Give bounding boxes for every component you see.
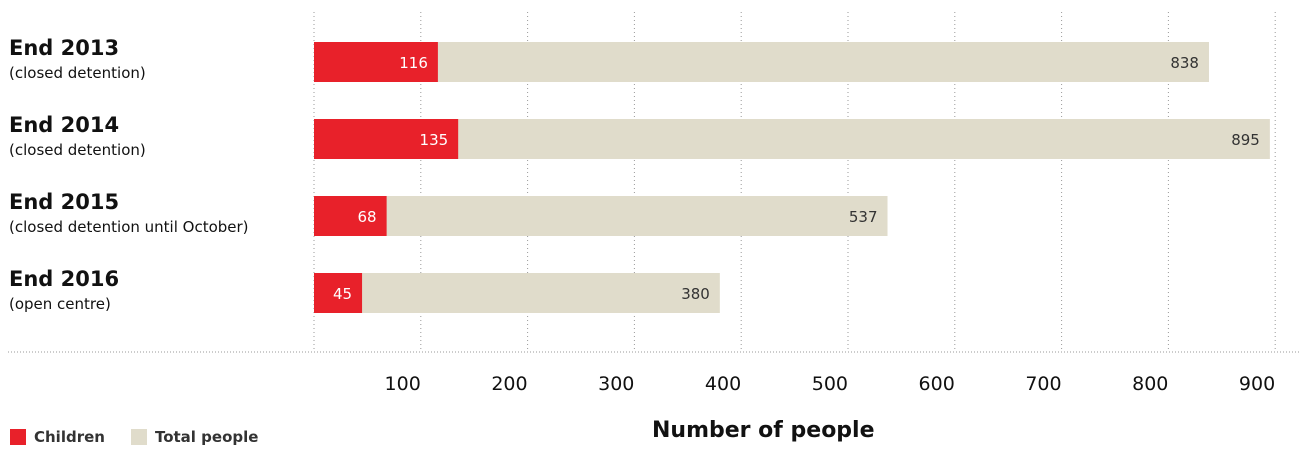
legend-item-total: Total people: [130, 428, 259, 446]
bar-children-0: [314, 42, 438, 82]
legend-label-children: Children: [34, 428, 105, 446]
bar-total-2: [314, 196, 888, 236]
category-title-1: End 2014: [9, 113, 119, 137]
legend-swatch-total: [130, 429, 147, 445]
data-label-total-2: 537: [849, 208, 878, 226]
tick-label-600: 600: [919, 373, 955, 395]
tick-label-300: 300: [598, 373, 634, 395]
category-subtitle-1: (closed detention): [9, 141, 146, 159]
tick-label-700: 700: [1025, 373, 1061, 395]
category-title-2: End 2015: [9, 190, 119, 214]
tick-label-100: 100: [385, 373, 421, 395]
data-label-children-3: 45: [333, 285, 352, 303]
tick-label-800: 800: [1132, 373, 1168, 395]
bar-total-3: [314, 273, 720, 313]
x-axis-ticks: 100 200 300 400 500 600 700 800 900: [385, 373, 1276, 395]
legend-label-total: Total people: [154, 428, 259, 446]
tick-label-500: 500: [812, 373, 848, 395]
category-title-0: End 2013: [9, 36, 119, 60]
legend-item-children: Children: [10, 428, 105, 446]
category-subtitle-2: (closed detention until October): [9, 218, 249, 236]
bar-children-2: [314, 196, 387, 236]
data-label-total-3: 380: [681, 285, 710, 303]
bar-children-1: [314, 119, 459, 159]
tick-label-200: 200: [491, 373, 527, 395]
legend: Children Total people: [10, 428, 258, 446]
x-axis-title: Number of people: [652, 418, 875, 443]
data-label-children-2: 68: [358, 208, 377, 226]
tick-label-400: 400: [705, 373, 741, 395]
data-label-total-0: 838: [1170, 54, 1199, 72]
bar-total-0: [314, 42, 1209, 82]
data-label-children-0: 116: [399, 54, 428, 72]
category-labels: End 2013 (closed detention) End 2014 (close…: [9, 36, 249, 313]
category-subtitle-0: (closed detention): [9, 64, 146, 82]
data-label-children-1: 135: [420, 131, 449, 149]
bars-group: 838 116 895 135 537 68 380 45: [314, 42, 1270, 313]
bar-chart: 838 116 895 135 537 68 380 45 End 2013 (closed d…: [8, 12, 1301, 395]
category-title-3: End 2016: [9, 267, 119, 291]
bar-children-3: [314, 273, 363, 313]
category-subtitle-3: (open centre): [9, 295, 111, 313]
data-label-total-1: 895: [1231, 131, 1260, 149]
bar-total-1: [314, 119, 1270, 159]
tick-label-900: 900: [1239, 373, 1275, 395]
legend-swatch-children: [10, 429, 26, 445]
